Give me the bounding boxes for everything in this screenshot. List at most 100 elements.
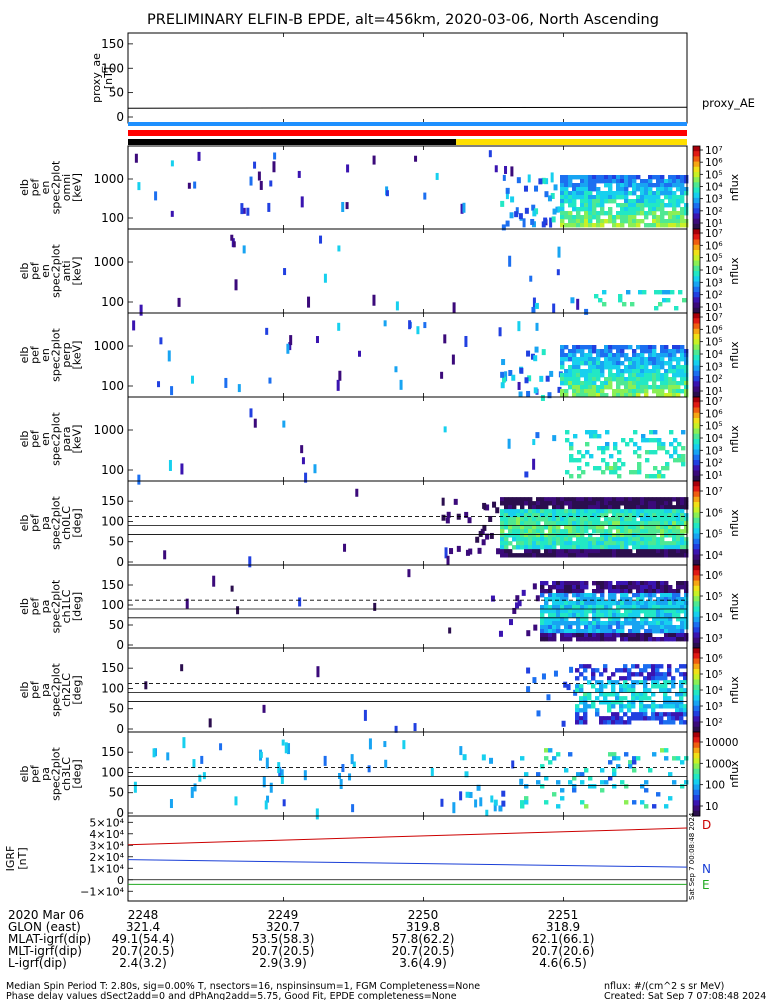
pa-panel-1-cell	[552, 529, 557, 534]
energy-panel-1-cell	[300, 196, 304, 208]
pa-panel-2-cell	[580, 593, 585, 598]
pa-panel-2-cell	[564, 629, 569, 634]
energy-panel-1-cell	[656, 175, 661, 180]
pa-panel-1-cell	[656, 553, 661, 558]
pa-panel-2-cell	[576, 633, 581, 638]
energy-panel-3-cell	[632, 393, 637, 398]
pa-panel-2-cell	[624, 597, 629, 602]
energy_panels-colorbar-band	[693, 156, 700, 163]
pa-panel-4-cell	[287, 743, 291, 755]
pa-panel-3-cell	[647, 664, 652, 669]
energy-panel-4-cell	[617, 458, 622, 463]
energy-panel-1-cell	[636, 219, 641, 224]
energy-panel-3-cell	[640, 345, 645, 350]
pa-panel-3-cell	[635, 716, 640, 721]
pa-panel-1-cell	[568, 533, 573, 538]
energy-panel-1-cell	[644, 199, 649, 204]
energy-panel-3-cell	[640, 361, 645, 366]
energy-panel-1-cell	[341, 201, 345, 212]
energy-panel-1-cell	[640, 219, 645, 224]
pa_panels-colorbar-band	[693, 606, 700, 613]
pa-panel-4-cell	[640, 784, 645, 789]
pa-panel-4-colorbar-tick-label: 10000	[705, 737, 738, 749]
energy-panel-3-cell	[600, 385, 605, 390]
pa-panel-1-cell	[548, 513, 553, 518]
pa-panel-1-cell	[524, 501, 529, 506]
pa-panel-2-cell	[608, 629, 613, 634]
energy-panel-3-cell	[564, 353, 569, 358]
pa-panel-1-cell	[536, 549, 541, 554]
energy-panel-1-cell	[134, 153, 138, 163]
energy-panel-2-cell	[242, 245, 246, 254]
energy-panel-3-cell	[564, 357, 569, 362]
energy_panels-colorbar-band	[693, 146, 700, 152]
pa-panel-1-ylabel-line: ch0LC	[60, 506, 73, 540]
energy-panel-1-cell	[680, 219, 685, 224]
pa-panel-1-cell	[640, 545, 645, 550]
pa-panel-2-cell	[584, 625, 589, 630]
pa-panel-3-cell	[631, 696, 636, 701]
energy-panel-3-cell	[628, 373, 633, 378]
energy-panel-3-cell	[652, 345, 657, 350]
energy-panel-4-cell	[593, 466, 598, 471]
pa-panel-1-cell	[560, 497, 565, 502]
pa-panel-3-cell	[603, 684, 608, 689]
energy-panel-1-colorbar-title: nflux	[728, 173, 741, 201]
pa-panel-3-cell	[659, 664, 664, 669]
pa-panel-2-cell	[564, 581, 569, 586]
energy-panel-1-cell	[620, 203, 625, 208]
pa-panel-1-cell	[572, 549, 577, 554]
energy-panel-1-cell	[672, 219, 677, 224]
pa-panel-1-cell	[648, 517, 653, 522]
pa-panel-1-cell	[620, 513, 625, 518]
pa-panel-2-cell	[552, 637, 557, 642]
pa-panel-2-cell	[636, 613, 641, 618]
energy_panels-colorbar-band	[693, 433, 700, 440]
pa-panel-3-cell	[595, 688, 600, 693]
pa-panel-1-cell	[576, 501, 581, 506]
energy-panel-1-cell	[636, 223, 641, 228]
energy-panel-1-cell	[676, 183, 681, 188]
energy-panel-1-cell	[584, 219, 589, 224]
pa-panel-2-cell	[576, 629, 581, 634]
pa-panel-1-cell	[612, 525, 617, 530]
energy-panel-1-cell	[584, 211, 589, 216]
pa-panel-1-cell	[520, 521, 525, 526]
pa-panel-1-cell	[516, 513, 521, 518]
footer-right-2: Created: Sat Sep 7 07:08:48 2024	[604, 991, 766, 1000]
pa-panel-1-cell	[624, 505, 629, 510]
pa_panels-colorbar-band	[693, 622, 700, 628]
energy-panel-3-cell	[534, 346, 539, 353]
pa-panel-1-cell	[596, 537, 601, 542]
energy-panel-3-cell	[580, 353, 585, 358]
pa-panel-1-cell	[576, 537, 581, 542]
pa-panel-1-cell	[648, 525, 653, 530]
energy-panel-1-cell	[672, 207, 677, 212]
pa-panel-1-cell	[532, 537, 537, 542]
pa-panel-3-cell	[561, 720, 566, 727]
pa-panel-1-cell	[632, 505, 637, 510]
energy-panel-1-cell	[592, 175, 597, 180]
pa-panel-2-cell	[568, 625, 573, 630]
energy-panel-3-cell	[660, 389, 665, 394]
energy-panel-3-cell	[588, 373, 593, 378]
energy-panel-1-cell	[660, 191, 665, 196]
pa-panel-1-cell	[604, 513, 609, 518]
energy-panel-1-colorbar-tick-label: 10¹	[705, 218, 723, 230]
pa-panel-3-cell	[627, 676, 632, 681]
pa-panel-1-cell	[568, 513, 573, 518]
energy-panel-3-cell	[560, 353, 565, 358]
pa-panel-1-cell	[512, 505, 517, 510]
energy-panel-1-cell	[532, 210, 537, 217]
pa-panel-1-cell	[636, 525, 641, 530]
pa-panel-3-cell	[619, 676, 624, 681]
pa-panel-1-cell	[656, 529, 661, 534]
pa-panel-1-cell	[604, 505, 609, 510]
pa-panel-3-cell	[627, 704, 632, 709]
pa-panel-1-cell	[548, 497, 553, 502]
energy-panel-1-cell	[676, 219, 681, 224]
pa-panel-2-cell	[624, 585, 629, 590]
energy-panel-1-cell	[672, 175, 677, 180]
energy-panel-1-cell	[640, 207, 645, 212]
energy-panel-1-cell	[576, 207, 581, 212]
